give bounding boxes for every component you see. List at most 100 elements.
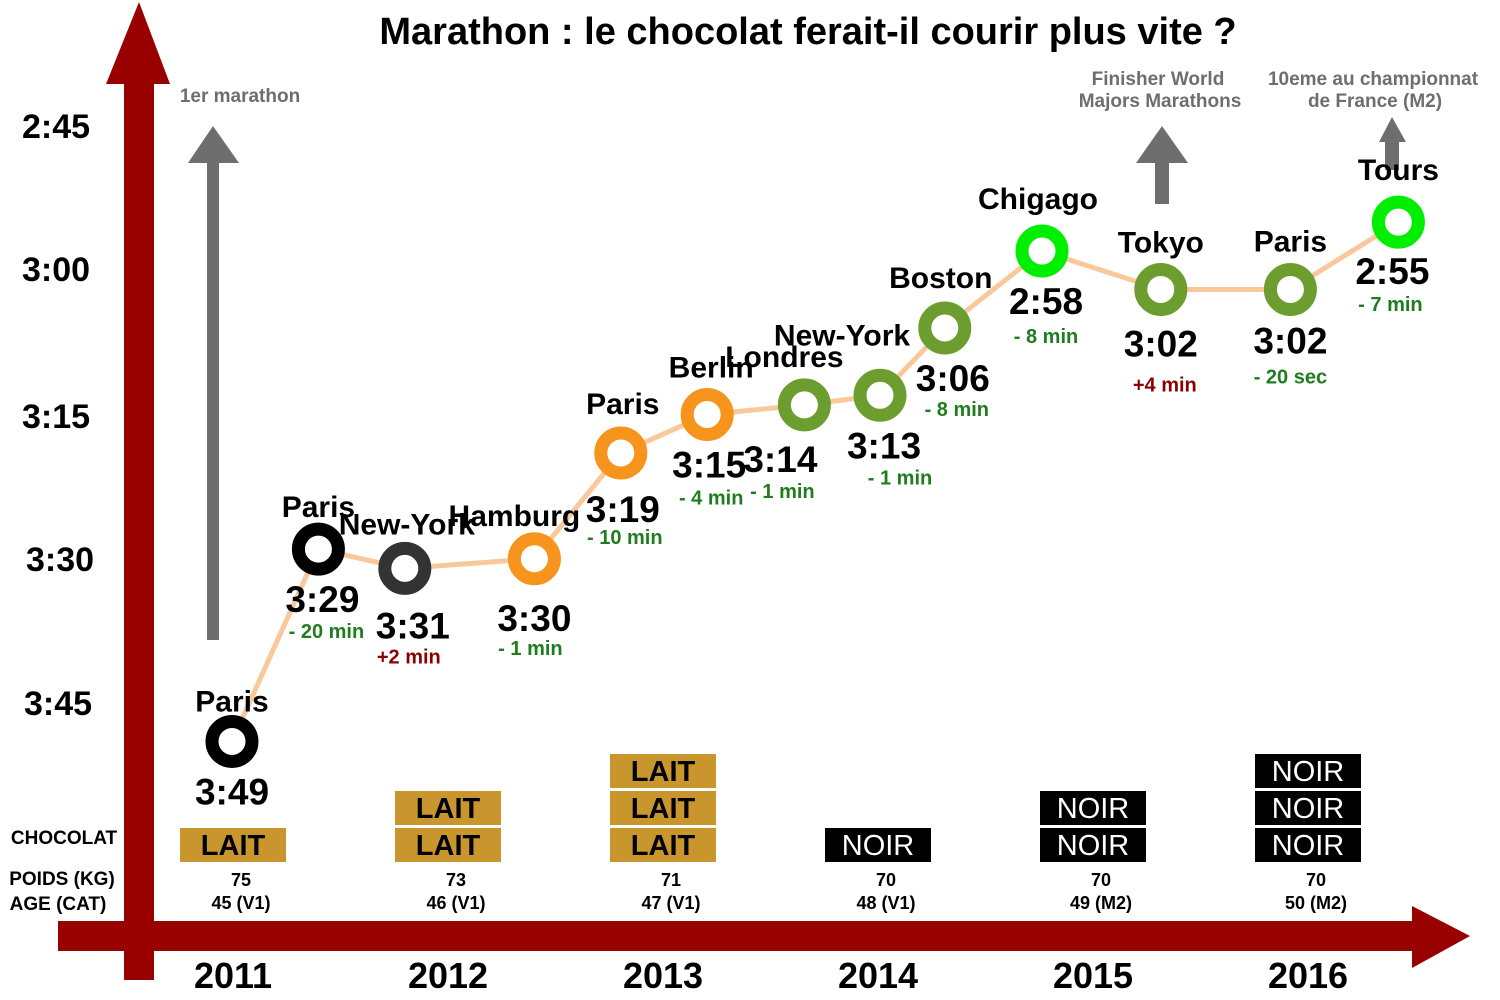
race-markers bbox=[205, 195, 1425, 768]
race-marker bbox=[1263, 262, 1317, 316]
annotation-championship-line2: de France (M2) bbox=[1308, 91, 1442, 112]
x-tick-label: 2015 bbox=[1053, 955, 1133, 996]
race-name-label: Hamburg bbox=[449, 500, 581, 533]
race-delta-label: +2 min bbox=[377, 646, 441, 668]
weight-value: 71 bbox=[661, 870, 681, 890]
race-time-label: 3:02 bbox=[1124, 323, 1198, 364]
race-name-label: Paris bbox=[1254, 225, 1327, 258]
race-labels: Paris 3:49 Paris 3:29- 20 min New-York 3:31+2… bbox=[195, 154, 1439, 812]
x-tick-label: 2016 bbox=[1268, 955, 1348, 996]
race-delta-label: - 20 sec bbox=[1254, 366, 1327, 388]
chocolate-label: NOIR bbox=[1057, 793, 1130, 825]
race-time-label: 3:19 bbox=[586, 489, 660, 530]
chart-title: Marathon : le chocolat ferait-il courir … bbox=[379, 11, 1236, 53]
race-marker bbox=[594, 426, 648, 480]
race-time-label: 3:49 bbox=[195, 771, 269, 812]
race-name-label: New-York bbox=[339, 508, 475, 541]
race-marker bbox=[291, 522, 345, 576]
race-name-label: Paris bbox=[282, 491, 355, 524]
y-tick-label: 3:30 bbox=[26, 541, 94, 579]
row-label-chocolat: CHOCOLAT bbox=[11, 828, 118, 849]
race-name-label: Paris bbox=[586, 388, 659, 421]
weight-value: 70 bbox=[876, 870, 896, 890]
race-name-label: Chigago bbox=[978, 183, 1098, 216]
race-marker bbox=[1371, 195, 1425, 249]
annotation-first-marathon: 1er marathon bbox=[180, 86, 300, 107]
race-name-label: Boston bbox=[889, 262, 992, 295]
chocolate-label: LAIT bbox=[631, 830, 696, 862]
race-marker bbox=[777, 378, 831, 432]
age-value: 46 (V1) bbox=[426, 893, 485, 913]
race-time-label: 3:06 bbox=[916, 358, 990, 399]
chocolate-block bbox=[610, 828, 716, 862]
majors-finisher-arrow bbox=[1136, 126, 1188, 204]
chocolate-block bbox=[1255, 754, 1361, 788]
race-delta-label: - 8 min bbox=[925, 399, 989, 421]
race-marker bbox=[205, 714, 259, 768]
y-axis-arrow bbox=[106, 2, 170, 980]
chocolate-label: LAIT bbox=[631, 756, 696, 788]
race-time-label: 3:13 bbox=[847, 425, 921, 466]
chocolate-block bbox=[1255, 828, 1361, 862]
row-label-poids: POIDS (KG) bbox=[9, 869, 115, 890]
chocolate-block bbox=[1040, 791, 1146, 825]
race-name-label: Berlin bbox=[669, 352, 754, 385]
chocolate-block bbox=[1255, 791, 1361, 825]
race-delta-label: - 1 min bbox=[498, 638, 562, 660]
chocolate-block bbox=[610, 791, 716, 825]
race-delta-label: - 1 min bbox=[868, 467, 932, 489]
race-time-label: 3:29 bbox=[285, 579, 359, 620]
chocolate-label: NOIR bbox=[1272, 830, 1345, 862]
race-delta-label: +4 min bbox=[1133, 374, 1197, 396]
race-marker bbox=[378, 541, 432, 595]
chocolate-label: NOIR bbox=[842, 830, 915, 862]
race-marker bbox=[507, 532, 561, 586]
x-tick-label: 2014 bbox=[838, 955, 918, 996]
first-marathon-arrow bbox=[188, 126, 239, 640]
race-delta-label: - 10 min bbox=[587, 527, 663, 549]
chocolate-label: LAIT bbox=[416, 793, 481, 825]
race-time-label: 3:15 bbox=[672, 445, 746, 486]
race-name-label: Tours bbox=[1358, 154, 1439, 187]
championship-arrow bbox=[1379, 117, 1406, 170]
y-tick-labels: 2:45 3:00 3:15 3:30 3:45 bbox=[22, 108, 94, 723]
x-tick-label: 2012 bbox=[408, 955, 488, 996]
race-marker bbox=[1015, 224, 1069, 278]
age-value: 45 (V1) bbox=[211, 893, 270, 913]
race-delta-label: - 1 min bbox=[750, 481, 814, 503]
annotation-majors-line1: Finisher World bbox=[1092, 69, 1225, 90]
age-value: 50 (M2) bbox=[1285, 893, 1347, 913]
y-tick-label: 3:00 bbox=[22, 251, 90, 289]
race-delta-label: - 7 min bbox=[1358, 294, 1422, 316]
race-name-label: Londres bbox=[725, 341, 843, 374]
age-value: 49 (M2) bbox=[1070, 893, 1132, 913]
race-time-label: 3:02 bbox=[1253, 320, 1327, 361]
weight-value: 75 bbox=[231, 870, 251, 890]
race-delta-label: - 8 min bbox=[1014, 326, 1078, 348]
race-marker bbox=[853, 368, 907, 422]
race-delta-label: - 20 min bbox=[289, 621, 365, 643]
weight-value: 73 bbox=[446, 870, 466, 890]
race-time-label: 3:14 bbox=[743, 439, 817, 480]
x-axis-arrow bbox=[58, 906, 1470, 968]
row-label-age: AGE (CAT) bbox=[10, 894, 107, 915]
race-time-label: 2:58 bbox=[1009, 281, 1083, 322]
chocolate-block bbox=[1040, 828, 1146, 862]
chocolate-label: LAIT bbox=[416, 830, 481, 862]
chocolate-label: NOIR bbox=[1057, 830, 1130, 862]
chocolate-label: LAIT bbox=[201, 830, 266, 862]
race-delta-label: - 4 min bbox=[679, 488, 743, 510]
y-tick-label: 3:45 bbox=[24, 685, 92, 723]
race-name-label: New-York bbox=[774, 319, 910, 352]
race-time-label: 2:55 bbox=[1355, 251, 1429, 292]
chocolate-label: LAIT bbox=[631, 793, 696, 825]
y-tick-label: 3:15 bbox=[22, 398, 90, 436]
annotation-championship-line1: 10eme au championnat bbox=[1268, 69, 1479, 90]
race-marker bbox=[1134, 262, 1188, 316]
age-value: 48 (V1) bbox=[856, 893, 915, 913]
race-time-label: 3:30 bbox=[497, 598, 571, 639]
race-name-label: Paris bbox=[195, 685, 268, 718]
chocolate-block bbox=[395, 791, 501, 825]
y-tick-label: 2:45 bbox=[22, 108, 90, 146]
